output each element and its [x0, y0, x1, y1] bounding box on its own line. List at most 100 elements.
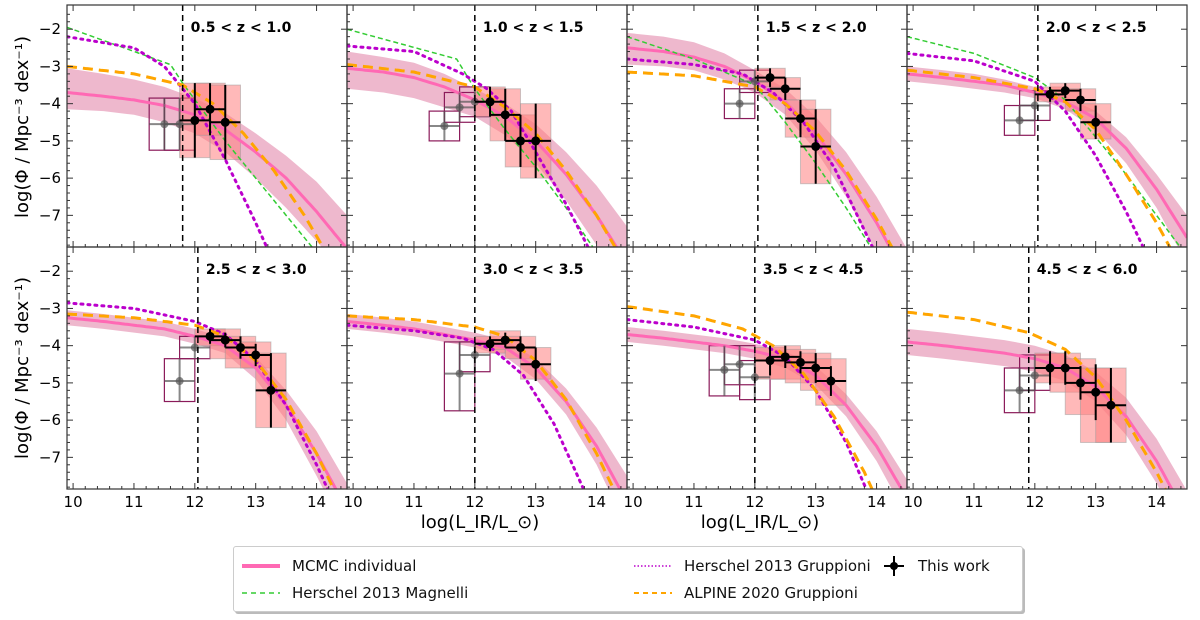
- legend-item-this-work: This work: [874, 555, 990, 577]
- x-tick-label: 12: [745, 493, 764, 511]
- y-tick-label: −3: [39, 57, 61, 75]
- panel-plot-area: [347, 5, 627, 247]
- this-work-point: [795, 357, 805, 367]
- this-work-point: [1060, 86, 1070, 96]
- panel-3: 1.5 < z < 2.0: [626, 4, 908, 248]
- panel-frame: [906, 4, 1188, 248]
- this-work-point: [190, 115, 200, 125]
- this-work-point: [1091, 387, 1101, 397]
- legend-item-mcmc: MCMC individual: [242, 555, 416, 577]
- panel-plot-area: [67, 247, 347, 489]
- y-tick-label: −7: [39, 448, 61, 466]
- panel-title: 0.5 < z < 1.0: [191, 20, 292, 36]
- panel-title: 2.0 < z < 2.5: [1046, 20, 1147, 36]
- panel-plot-area: [347, 247, 627, 489]
- y-tick-label: −3: [39, 299, 61, 317]
- this-work-point: [1045, 89, 1055, 99]
- x-tick-label: 13: [246, 493, 265, 511]
- panel-plot-area: [907, 247, 1186, 489]
- legend-label: Herschel 2013 Magnelli: [292, 584, 469, 602]
- x-tick-label: 13: [1086, 493, 1105, 511]
- panel-2: 1.0 < z < 1.5: [346, 4, 628, 248]
- x-tick-label: 11: [684, 493, 703, 511]
- literature-point: [455, 369, 464, 378]
- y-tick-label: −7: [39, 206, 61, 224]
- literature-point: [1030, 101, 1039, 110]
- herschel-magnelli-line: [907, 35, 1182, 247]
- panel-title: 1.0 < z < 1.5: [483, 20, 584, 36]
- this-work-point: [811, 141, 821, 151]
- this-work-point: [1106, 400, 1116, 410]
- this-work-point: [500, 110, 510, 120]
- y-tick-label: −4: [39, 337, 61, 355]
- mcmc-individual-line: [627, 333, 904, 489]
- y-tick-label: −6: [39, 411, 61, 429]
- y-tick-label: −2: [39, 262, 61, 280]
- x-tick-label: 14: [307, 493, 326, 511]
- herschel-gruppioni-line: [67, 35, 269, 247]
- literature-point: [735, 360, 744, 369]
- this-work-point: [1075, 95, 1085, 105]
- errorbar-marker-icon: [884, 556, 904, 576]
- panel-plot-area: [627, 5, 906, 247]
- this-work-point: [1091, 117, 1101, 127]
- this-work-point: [500, 335, 510, 345]
- y-axis-label-top: log(Φ / Mpc⁻³ dex⁻¹): [12, 36, 33, 218]
- alpine-gruppioni-line: [347, 63, 617, 247]
- legend: MCMC individual Herschel 2013 Magnelli H…: [233, 546, 1023, 612]
- x-tick-label: 12: [1025, 493, 1044, 511]
- this-work-point: [485, 97, 495, 107]
- this-work-point: [795, 114, 805, 124]
- literature-point: [175, 377, 184, 386]
- x-tick-label: 10: [624, 493, 643, 511]
- this-work-point: [1075, 378, 1085, 388]
- luminosity-function-figure: 0.5 < z < 1.0 −2 −3 −4 −5 −6 −7 1.0 < z < 1.5 1.…: [12, 4, 1188, 533]
- x-tick-label: 11: [404, 493, 423, 511]
- panel-title: 4.5 < z < 6.0: [1037, 262, 1138, 278]
- panel-title: 2.5 < z < 3.0: [206, 262, 307, 278]
- literature-point: [1030, 371, 1039, 380]
- y-tick-label: −5: [39, 374, 61, 392]
- literature-point: [720, 365, 729, 374]
- y-tick-label: −6: [39, 169, 61, 187]
- y-axis-label-bottom: log(Φ / Mpc⁻³ dex⁻¹): [12, 277, 33, 459]
- literature-point: [1015, 116, 1024, 125]
- x-axis-label-2: log(L_IR/L_⊙): [701, 512, 820, 533]
- this-work-point: [220, 117, 230, 127]
- this-work-point: [251, 350, 261, 360]
- this-work-point: [205, 331, 215, 341]
- x-axis-label-1: log(L_IR/L_⊙): [421, 512, 540, 533]
- literature-point: [750, 77, 759, 86]
- this-work-point: [220, 335, 230, 345]
- this-work-point: [780, 84, 790, 94]
- alpine-gruppioni-line: [67, 312, 336, 489]
- panel-plot-area: [907, 5, 1187, 247]
- this-work-point: [485, 339, 495, 349]
- y-tick-label: −4: [39, 95, 61, 113]
- x-tick-label: 10: [904, 493, 923, 511]
- legend-label: ALPINE 2020 Gruppioni: [684, 584, 858, 602]
- panel-4: 2.0 < z < 2.5: [906, 4, 1188, 248]
- panel-plot-area: [627, 247, 907, 489]
- literature-point: [455, 103, 464, 112]
- legend-item-gruppioni2013: Herschel 2013 Gruppioni: [634, 555, 871, 577]
- panels-group: 0.5 < z < 1.0 −2 −3 −4 −5 −6 −7 1.0 < z < 1.5 1.…: [39, 4, 1188, 511]
- this-work-point: [811, 363, 821, 373]
- panel-5: 2.5 < z < 3.0 10 11 12 13 14 −2 −3 −4 −5 −6 −7: [39, 246, 348, 511]
- panel-title: 1.5 < z < 2.0: [766, 20, 867, 36]
- literature-point: [470, 350, 479, 359]
- solid-line-swatch-icon: [242, 564, 280, 568]
- herschel-gruppioni-line: [347, 323, 586, 489]
- literature-point: [1015, 386, 1024, 395]
- legend-label: This work: [918, 557, 990, 575]
- panel-plot-area: [67, 5, 347, 247]
- legend-item-magnelli: Herschel 2013 Magnelli: [242, 582, 468, 604]
- literature-point: [735, 99, 744, 108]
- herschel-gruppioni-line: [627, 57, 875, 247]
- alpine-gruppioni-line: [627, 305, 874, 489]
- panel-title: 3.0 < z < 3.5: [483, 262, 584, 278]
- panel-title: 3.5 < z < 4.5: [763, 262, 864, 278]
- panel-8: 4.5 < z < 6.0 10 11 12 13 14: [904, 246, 1188, 511]
- panel-6: 3.0 < z < 3.5 10 11 12 13 14: [344, 246, 628, 511]
- mcmc-individual-line: [907, 340, 1174, 489]
